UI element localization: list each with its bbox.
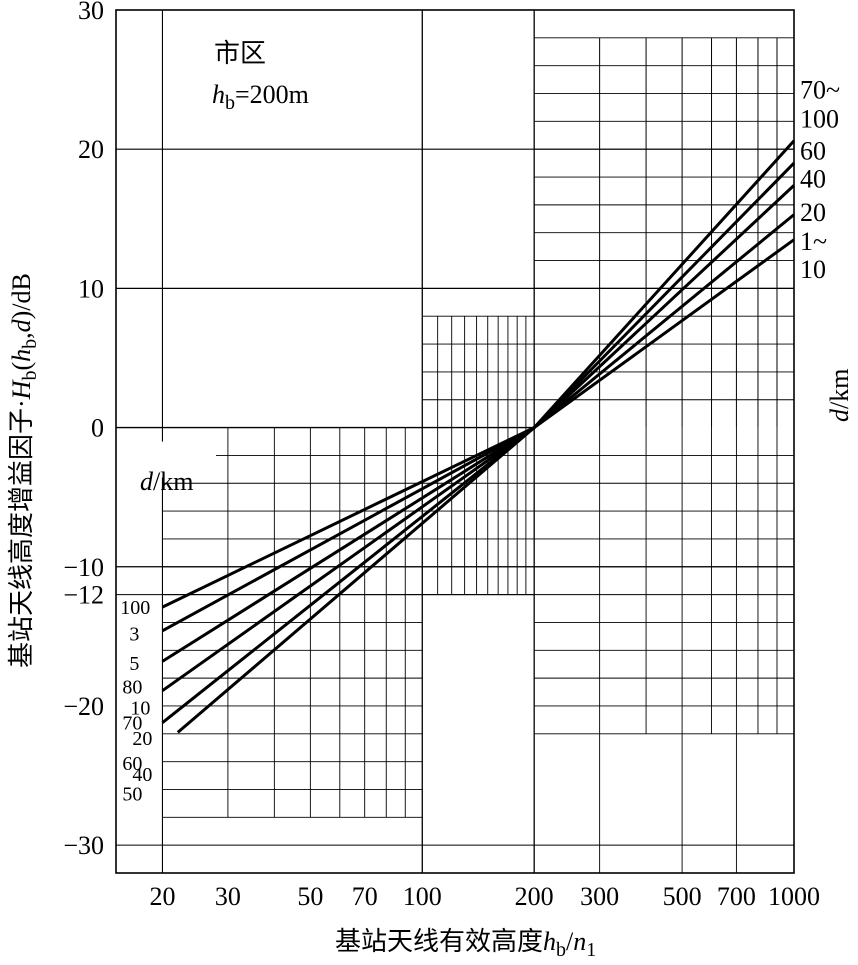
left-curve-label: 3 xyxy=(129,624,139,646)
curve-4 xyxy=(161,162,796,692)
right-curve-label: 1~ xyxy=(800,227,827,256)
y-tick-label: −12 xyxy=(63,581,104,610)
svg-text:基站天线高度增益因子·Hb(hb,d)/dB: 基站天线高度增益因子·Hb(hb,d)/dB xyxy=(7,273,41,668)
x-tick-label: 20 xyxy=(149,882,175,911)
annotation-hb: hb=200m xyxy=(212,80,309,114)
curve-2 xyxy=(161,213,795,633)
plot-border xyxy=(115,9,795,874)
y-tick-label: −10 xyxy=(63,553,104,582)
y-tick-label: 10 xyxy=(78,274,104,303)
label-backing xyxy=(132,441,216,478)
y-tick-label: 0 xyxy=(91,414,104,443)
left-curve-label: 60 xyxy=(122,753,142,775)
x-tick-label: 500 xyxy=(663,882,702,911)
y-tick-labels: 30 20 10 0 −10−12 −20 −30 xyxy=(63,0,104,860)
left-curve-label: 70 xyxy=(122,713,142,735)
right-curve-label: 70~ xyxy=(800,75,840,104)
x-tick-label: 30 xyxy=(215,882,241,911)
left-curve-label: 100 xyxy=(120,597,150,619)
y-tick-label: −30 xyxy=(63,831,104,860)
svg-text:d/km: d/km xyxy=(825,369,854,422)
y-axis-title: 基站天线高度增益因子·Hb(hb,d)/dB xyxy=(7,273,41,668)
x-tick-label: 700 xyxy=(717,882,756,911)
y-tick-label: 20 xyxy=(78,135,104,164)
right-curve-label: 20 xyxy=(800,198,826,227)
x-axis-title: 基站天线有效高度hb/n1 xyxy=(335,927,596,961)
curve-6 xyxy=(176,426,536,734)
grid xyxy=(116,10,794,873)
curve-1 xyxy=(161,238,795,609)
left-curve-label: 5 xyxy=(129,653,139,675)
x-tick-label: 70 xyxy=(352,882,378,911)
x-tick-label: 50 xyxy=(297,882,323,911)
y-tick-label: −20 xyxy=(63,692,104,721)
right-curve-label: 60 xyxy=(800,137,826,166)
x-tick-label: 1000 xyxy=(768,882,820,911)
left-curve-label: 10 xyxy=(130,697,150,719)
curve-5 xyxy=(161,139,796,724)
right-curve-label: 100 xyxy=(800,105,839,134)
x-tick-label: 200 xyxy=(515,882,554,911)
left-curve-label: 40 xyxy=(132,764,152,786)
x-tick-labels: 20 30 50 70 100 200 300 500 700 1000 xyxy=(149,882,820,911)
x-tick-label: 100 xyxy=(403,882,442,911)
left-curve-label: 20 xyxy=(132,728,152,750)
curve-group xyxy=(161,139,796,734)
left-d-km-label: d/km xyxy=(140,467,193,496)
left-curve-label: 50 xyxy=(122,784,142,806)
right-curve-label: 40 xyxy=(800,164,826,193)
right-curve-label: 10 xyxy=(800,255,826,284)
y-tick-label: 30 xyxy=(78,0,104,25)
annotation-title: 市区 xyxy=(214,39,266,68)
x-tick-label: 300 xyxy=(580,882,619,911)
left-curve-label: 80 xyxy=(122,676,142,698)
right-axis-label: d/km xyxy=(825,369,854,422)
plot-frame xyxy=(115,9,795,874)
curve-3 xyxy=(161,184,796,663)
